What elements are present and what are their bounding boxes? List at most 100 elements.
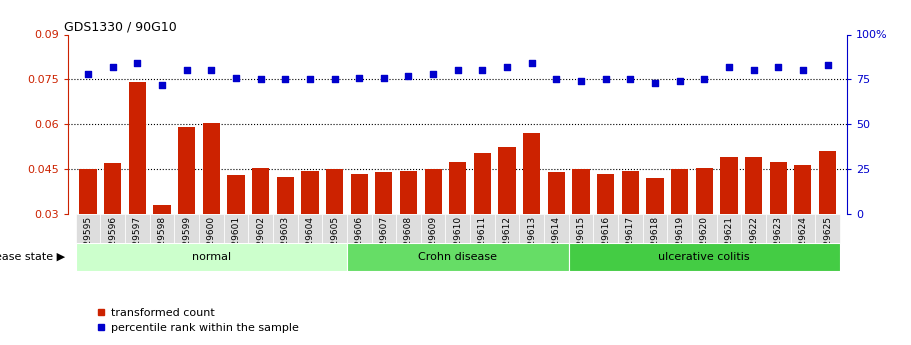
Text: GSM29613: GSM29613 (527, 216, 537, 265)
Point (302, 77, 317, 82)
Point (179, 68, 194, 73)
Bar (228, 175, 244, 304)
Bar (721, 157, 738, 304)
Bar (770, 161, 787, 304)
Bar (400, 170, 417, 304)
Point (352, 75, 366, 80)
Bar (249, 214, 273, 243)
Point (130, 60, 145, 66)
Text: GSM29611: GSM29611 (478, 216, 486, 265)
Bar (100, 214, 125, 243)
Bar (223, 214, 249, 243)
Text: GSM29602: GSM29602 (256, 216, 265, 265)
Text: GSM29608: GSM29608 (404, 216, 413, 265)
Bar (618, 214, 642, 243)
Bar (717, 214, 742, 243)
Text: GSM29623: GSM29623 (773, 216, 783, 265)
Bar (696, 168, 713, 304)
Point (401, 73, 415, 79)
Text: GSM29610: GSM29610 (454, 216, 462, 265)
Bar (495, 214, 519, 243)
Text: GSM29619: GSM29619 (675, 216, 684, 265)
Text: GSM29609: GSM29609 (429, 216, 437, 265)
Bar (277, 177, 294, 304)
Point (672, 78, 687, 84)
Bar (347, 214, 372, 243)
Bar (449, 161, 466, 304)
Bar (593, 214, 618, 243)
Point (425, 71, 440, 77)
Point (574, 78, 589, 84)
Text: GSM29617: GSM29617 (626, 216, 635, 265)
Text: GSM29620: GSM29620 (700, 216, 709, 265)
Bar (572, 169, 589, 304)
Bar (742, 214, 766, 243)
Text: GSM29612: GSM29612 (503, 216, 512, 265)
Bar (671, 169, 688, 304)
Bar (597, 174, 614, 304)
Text: GSM29604: GSM29604 (305, 216, 314, 265)
Bar (667, 214, 692, 243)
Point (278, 77, 292, 82)
Bar (76, 243, 347, 271)
Text: GSM29598: GSM29598 (158, 216, 167, 265)
Bar (421, 214, 445, 243)
Point (525, 60, 539, 66)
Text: GSM29615: GSM29615 (577, 216, 586, 265)
Point (746, 68, 761, 73)
Bar (766, 214, 791, 243)
Point (450, 68, 465, 73)
Bar (351, 174, 368, 304)
Point (599, 77, 613, 82)
Text: GSM29606: GSM29606 (354, 216, 363, 265)
Text: GSM29603: GSM29603 (281, 216, 290, 265)
Text: GDS1330 / 90G10: GDS1330 / 90G10 (65, 20, 177, 33)
Text: GSM29616: GSM29616 (601, 216, 610, 265)
Text: GSM29625: GSM29625 (823, 216, 832, 265)
Bar (548, 172, 565, 304)
Bar (544, 214, 568, 243)
Bar (178, 127, 195, 304)
Text: GSM29605: GSM29605 (330, 216, 339, 265)
Text: GSM29607: GSM29607 (379, 216, 388, 265)
Bar (302, 170, 319, 304)
Bar (568, 243, 840, 271)
Point (476, 68, 490, 73)
Bar (104, 163, 121, 304)
Point (106, 64, 120, 70)
Bar (692, 214, 717, 243)
Point (623, 77, 638, 82)
Point (327, 77, 342, 82)
Bar (372, 214, 396, 243)
Bar (199, 214, 223, 243)
Bar (149, 214, 174, 243)
Bar (322, 214, 347, 243)
Point (500, 64, 515, 70)
Bar (621, 170, 639, 304)
Bar (646, 178, 663, 304)
Point (549, 77, 564, 82)
Text: GSM29614: GSM29614 (552, 216, 561, 265)
Point (795, 68, 810, 73)
Point (204, 68, 219, 73)
Text: GSM29595: GSM29595 (84, 216, 93, 265)
Bar (326, 169, 343, 304)
Bar (642, 214, 667, 243)
Text: GSM29618: GSM29618 (650, 216, 660, 265)
Text: GSM29599: GSM29599 (182, 216, 191, 265)
Point (722, 64, 736, 70)
Point (697, 77, 711, 82)
Bar (79, 169, 97, 304)
Text: GSM29621: GSM29621 (724, 216, 733, 265)
Point (648, 80, 662, 86)
Point (81, 71, 96, 77)
Text: GSM29597: GSM29597 (133, 216, 142, 265)
Legend: transformed count, percentile rank within the sample: transformed count, percentile rank withi… (92, 303, 303, 338)
Bar (819, 151, 836, 304)
Bar (523, 133, 540, 304)
Text: GSM29622: GSM29622 (749, 216, 758, 265)
Bar (298, 214, 322, 243)
Bar (128, 82, 146, 304)
Bar (202, 123, 220, 304)
Point (771, 64, 785, 70)
